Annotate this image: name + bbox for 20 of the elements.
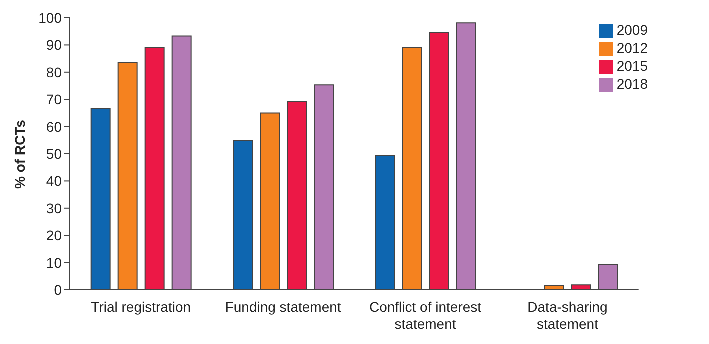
y-tick-label: 30 xyxy=(46,200,62,216)
y-tick-label: 90 xyxy=(46,37,62,54)
legend-label: 2015 xyxy=(616,58,648,74)
legend-label: 2018 xyxy=(616,76,648,92)
x-tick-label: Conflict of interest statement xyxy=(369,299,482,332)
y-tick-label: 0 xyxy=(54,282,62,298)
y-tick-label: 70 xyxy=(46,92,62,108)
x-tick-label: Trial registration xyxy=(91,299,192,315)
y-tick-label: 100 xyxy=(38,10,62,26)
y-axis-title: % of RCTs xyxy=(12,120,28,189)
legend-label: 2012 xyxy=(616,40,648,56)
y-tick-label: 10 xyxy=(46,254,62,271)
legend-label: 2009 xyxy=(616,22,648,38)
x-tick-label: Funding statement xyxy=(225,299,342,315)
y-tick-label: 50 xyxy=(46,146,62,162)
y-tick-label: 20 xyxy=(46,228,62,244)
y-tick-label: 60 xyxy=(46,118,62,135)
y-tick-label: 40 xyxy=(46,173,62,190)
y-tick-label: 80 xyxy=(46,64,62,80)
x-tick-label: Data-sharing statement xyxy=(528,299,608,332)
